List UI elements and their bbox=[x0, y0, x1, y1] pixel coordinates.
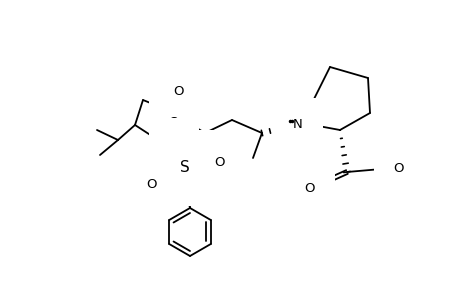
Text: O: O bbox=[211, 158, 222, 170]
Text: O: O bbox=[304, 182, 314, 196]
Text: O: O bbox=[174, 85, 184, 98]
Text: O: O bbox=[214, 155, 225, 169]
Text: O: O bbox=[212, 155, 223, 169]
Text: O: O bbox=[146, 178, 157, 191]
Text: S: S bbox=[180, 160, 190, 175]
Text: N: N bbox=[292, 118, 302, 130]
Text: O: O bbox=[148, 176, 159, 190]
Polygon shape bbox=[162, 92, 176, 108]
Text: O: O bbox=[168, 107, 179, 121]
Text: O: O bbox=[393, 161, 403, 175]
